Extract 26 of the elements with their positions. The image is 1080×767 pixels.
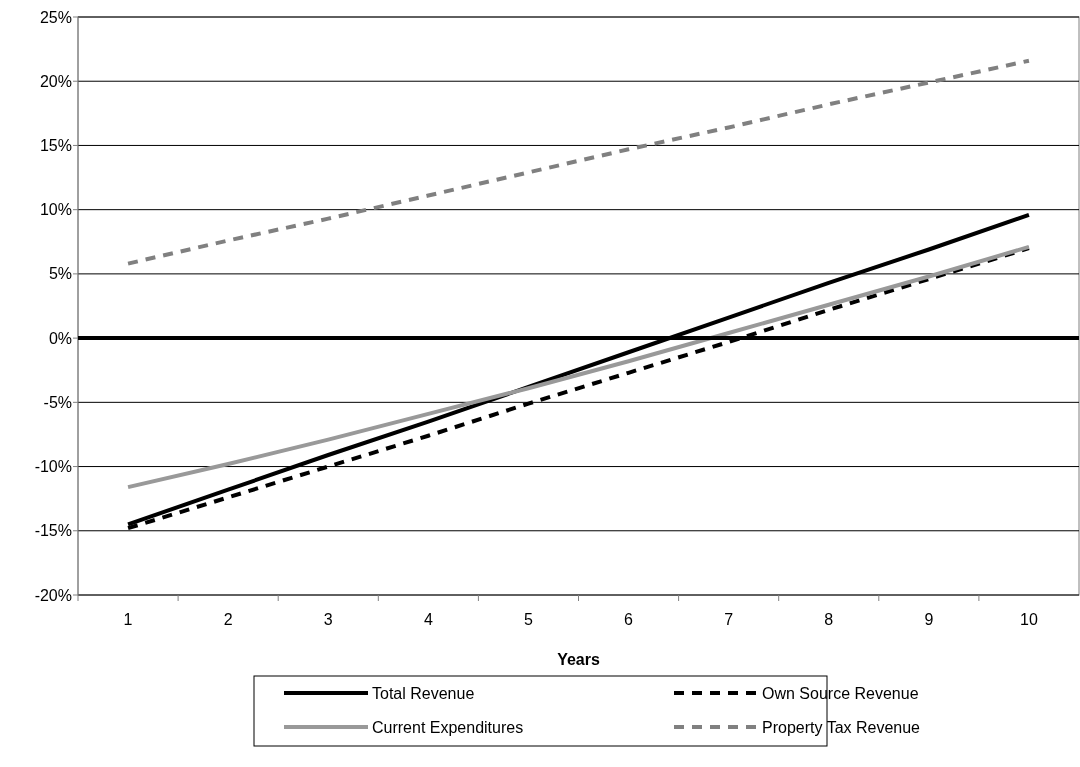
y-tick-label: 15% bbox=[39, 137, 72, 155]
y-tick-label: -20% bbox=[34, 586, 72, 604]
x-tick-label: 1 bbox=[123, 611, 133, 628]
line-series bbox=[126, 58, 1031, 266]
x-tick-label: 4 bbox=[423, 611, 433, 628]
y-tick-label: -5% bbox=[43, 393, 72, 411]
y-tick-label: 25% bbox=[39, 8, 72, 26]
legend-label: Own Source Revenue bbox=[762, 684, 919, 702]
x-axis-title: Years bbox=[557, 651, 600, 668]
y-tick-label: -15% bbox=[34, 522, 72, 540]
y-tick-label: 0% bbox=[48, 329, 72, 347]
legend-label: Property Tax Revenue bbox=[762, 718, 921, 736]
x-tick-label: 2 bbox=[223, 611, 233, 628]
y-tick-label: -10% bbox=[34, 458, 72, 476]
legend-label: Total Revenue bbox=[372, 684, 475, 702]
x-tick-label: 7 bbox=[724, 611, 734, 628]
x-tick-label: 5 bbox=[524, 611, 533, 628]
x-tick-label: 9 bbox=[924, 611, 934, 628]
y-tick-label: 10% bbox=[39, 201, 72, 219]
x-tick-label: 3 bbox=[323, 611, 333, 628]
y-tick-label: 5% bbox=[48, 265, 72, 283]
x-tick-label: 8 bbox=[824, 611, 834, 628]
x-tick-label: 6 bbox=[624, 611, 634, 628]
legend-label: Current Expenditures bbox=[372, 718, 524, 736]
y-tick-label: 20% bbox=[39, 72, 72, 90]
x-tick-label: 10 bbox=[1020, 611, 1038, 628]
